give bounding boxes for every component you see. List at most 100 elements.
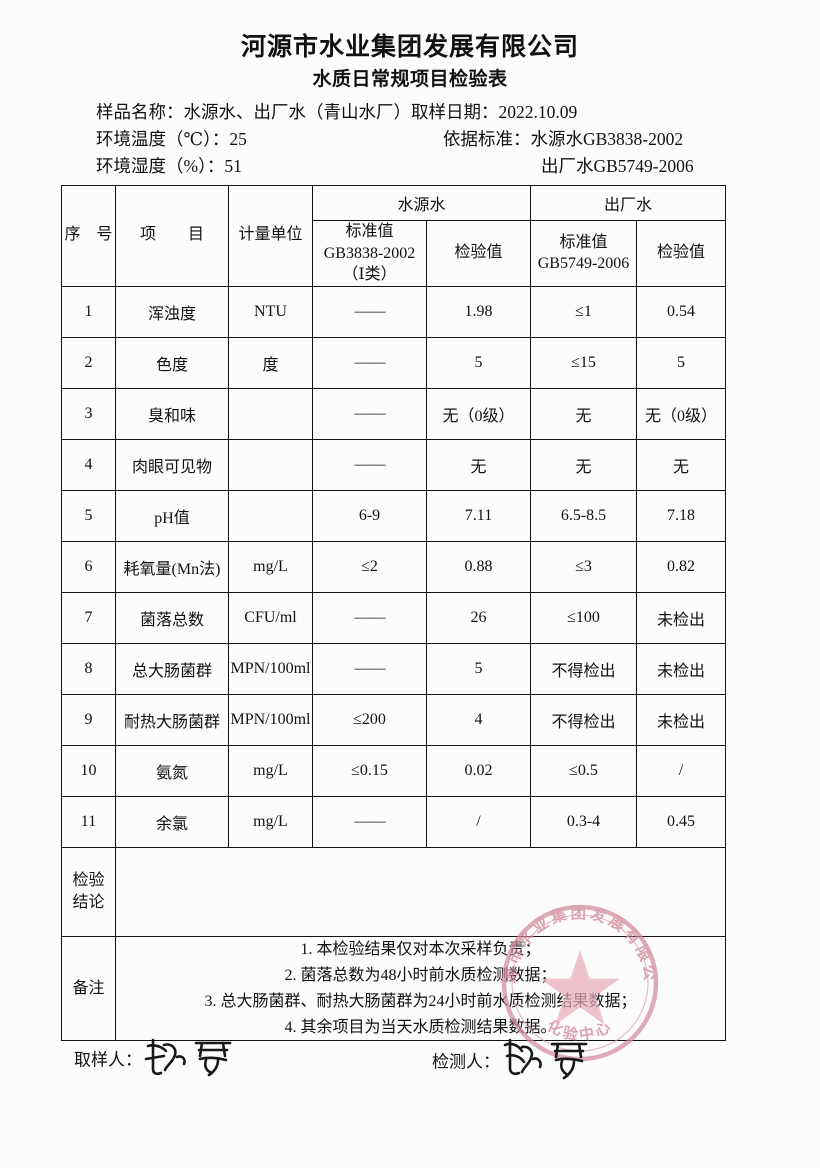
row-plant-standard: 不得检出 [530,642,638,695]
col-header-no: 序 号 [61,185,116,287]
table-row: 8 总大肠菌群 MPN/100ml —— 5 不得检出 未检出 [61,642,727,695]
standard-source-water: 水源水GB3838-2002 [530,129,684,150]
remarks-row: 备注 1. 本检验结果仅对本次采样负责； 2. 菌落总数为48小时前水质检测数据；… [61,935,727,1042]
row-source-test: 26 [425,591,532,644]
sampler-label: 取样人： [74,1050,142,1070]
row-unit [228,489,313,542]
row-item: 余氯 [115,795,229,848]
row-unit [228,387,313,440]
col-header-plant-test: 检验值 [636,220,727,287]
row-item: 浑浊度 [115,285,229,338]
row-source-standard: —— [312,591,427,644]
row-source-test: / [425,795,532,848]
plant-standard-line1: 标准值 [559,233,608,251]
row-item: 耗氧量(Mn法) [115,540,229,593]
row-plant-standard: ≤100 [530,591,638,644]
row-unit: CFU/ml [228,591,313,644]
temperature-field: 环境温度（℃）：25 [96,126,247,153]
row-plant-test: 未检出 [636,642,727,695]
table-header: 序 号 项 目 计量单位 水源水 出厂水 标准值 GB3838-2002 （Ⅰ类… [61,185,727,287]
signature-area: 取样人： [0,1035,820,1095]
sample-name-value: 水源水、出厂水（青山水厂） [183,102,412,123]
row-source-standard: —— [312,285,427,338]
sampling-date-value: 2022.10.09 [498,102,578,123]
source-standard-line1: 标准值 [345,223,394,240]
humidity-field: 环境湿度（%）：51 [96,153,242,180]
sampler-signature-block: 取样人： [74,1035,256,1081]
conclusion-value [114,846,727,937]
row-source-standard: —— [312,438,427,491]
row-plant-test: 0.54 [636,285,727,338]
row-unit: NTU [228,285,313,338]
col-header-item: 项 目 [115,185,229,287]
meta-row-sample: 样品名称：水源水、出厂水（青山水厂）取样日期：2022.10.09 [0,99,820,126]
row-source-standard: —— [312,795,427,848]
row-plant-standard: ≤15 [530,336,638,389]
row-plant-test: 0.45 [636,795,727,848]
row-plant-standard: 0.3-4 [530,795,638,848]
row-source-test: 4 [425,693,532,746]
humidity-value: 51 [224,156,242,177]
page-title: 河源市水业集团发展有限公司 [240,34,579,61]
row-no: 9 [61,693,116,746]
row-plant-test: 7.18 [636,489,727,542]
row-plant-test: / [636,744,727,797]
meta-row-humidity: 环境湿度（%）：51 出厂水GB5749-2006 [0,153,820,180]
row-no: 3 [61,387,116,440]
row-no: 1 [61,285,116,338]
row-source-test: 1.98 [425,285,532,338]
table-row: 1 浑浊度 NTU —— 1.98 ≤1 0.54 [61,285,727,338]
remarks-line: 4. 其余项目为当天水质检测结果数据。 [284,1018,557,1036]
row-item: 色度 [115,336,229,389]
tester-handwritten-signature [502,1037,610,1083]
inspection-table: 序 号 项 目 计量单位 水源水 出厂水 标准值 GB3838-2002 （Ⅰ类… [61,185,727,1042]
row-item: 氨氮 [115,744,229,797]
row-plant-test: 5 [636,336,727,389]
col-header-source-test: 检验值 [425,220,532,287]
table-body: 1 浑浊度 NTU —— 1.98 ≤1 0.54 2 色度度 —— 5 ≤15 5 3 臭和味 —— 无（0级… [61,285,727,848]
sample-name-field: 样品名称：水源水、出厂水（青山水厂）取样日期：2022.10.09 [96,99,577,126]
group-header-source-water: 水源水 [311,185,532,221]
row-unit: mg/L [228,540,313,593]
table-row: 4 肉眼可见物 —— 无无无 [61,438,727,491]
sampler-handwritten-signature [144,1035,256,1081]
row-plant-test: 0.82 [636,540,727,593]
temperature-value: 25 [229,129,247,150]
remarks-value: 1. 本检验结果仅对本次采样负责； 2. 菌落总数为48小时前水质检测数据； 3. … [114,935,727,1042]
row-item: 菌落总数 [115,591,229,644]
row-source-standard: 6-9 [312,489,427,542]
row-plant-standard: 无 [530,438,638,491]
row-no: 4 [61,438,116,491]
row-source-standard: ≤2 [312,540,427,593]
table-header-row-columns: 标准值 GB3838-2002 （Ⅰ类） 检验值 标准值 GB5749-2006… [62,220,727,287]
row-plant-test: 无 [636,438,727,491]
meta-row-temperature: 环境温度（℃）：25 依据标准：水源水GB3838-2002 [0,126,820,153]
table-header-row-groups: 序 号 项 目 计量单位 水源水 出厂水 [61,185,727,287]
row-item: 肉眼可见物 [115,438,229,491]
table-row: 7 菌落总数 CFU/ml —— 26 ≤100 未检出 [61,591,727,644]
row-source-standard: —— [312,387,427,440]
remarks-line: 2. 菌落总数为48小时前水质检测数据； [284,966,557,984]
remarks-label: 备注 [61,935,116,1042]
row-item: 耐热大肠菌群 [115,693,229,746]
row-source-standard: ≤0.15 [312,744,427,797]
table-row: 10 氨氮 mg/L ≤0.15 0.02 ≤0.5/ [61,744,727,797]
row-no: 11 [61,795,116,848]
row-source-standard: —— [312,336,427,389]
conclusion-label-line1: 检验 [72,872,105,890]
table-row: 5 pH值 6-9 7.11 6.5-8.5 7.18 [61,489,727,542]
temperature-label: 环境温度（℃）： [96,129,230,150]
row-plant-standard: ≤3 [530,540,638,593]
row-unit: MPN/100ml [228,693,313,746]
row-no: 8 [61,642,116,695]
col-header-source-standard: 标准值 GB3838-2002 （Ⅰ类） [312,220,427,287]
inspection-table-wrapper: 序 号 项 目 计量单位 水源水 出厂水 标准值 GB3838-2002 （Ⅰ类… [61,185,727,1042]
tester-signature-block: 检测人： [432,1037,610,1083]
row-no: 10 [61,744,116,797]
table-row: 11 余氯 mg/L ——/0.3-4 0.45 [61,795,727,848]
row-source-test: 无 [425,438,532,491]
source-standard-line3: （Ⅰ类） [342,266,397,284]
row-source-test: 无（0级） [425,387,532,440]
conclusion-label: 检验 结论 [61,846,116,937]
row-no: 5 [61,489,116,542]
